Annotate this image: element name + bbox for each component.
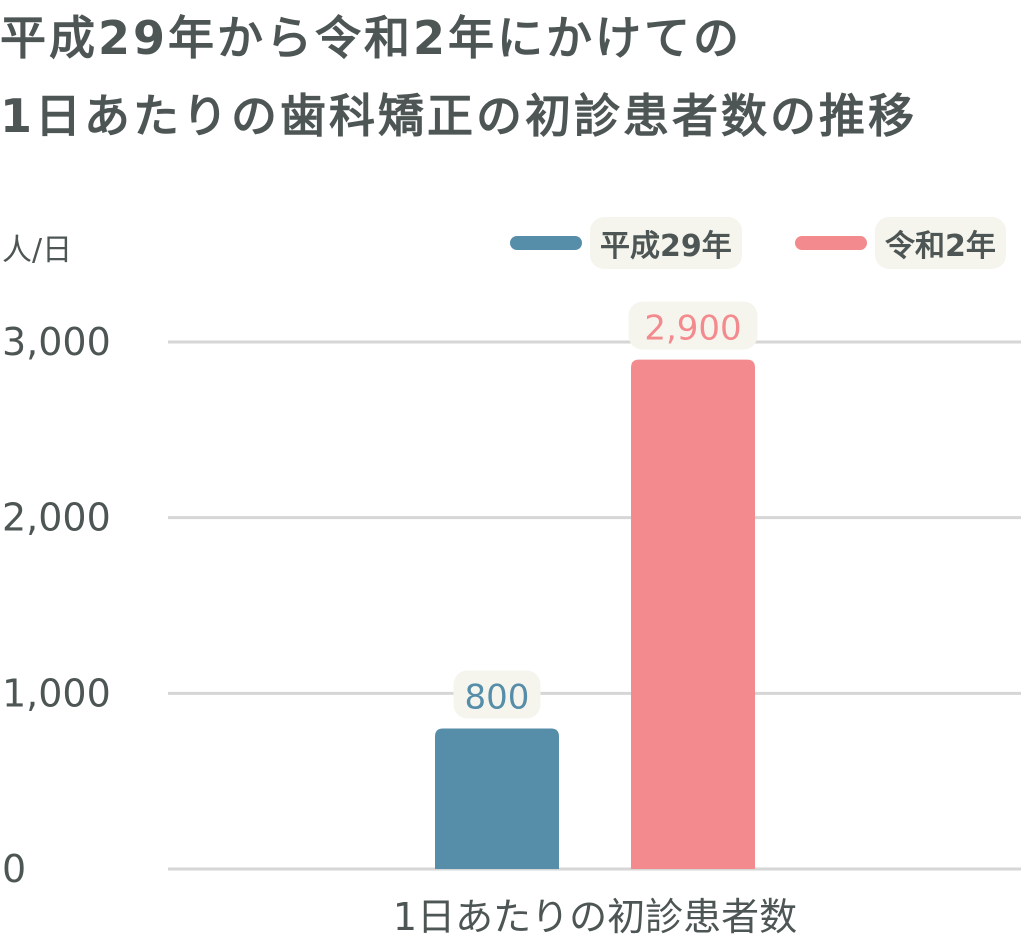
- x-category-label-0: 1日あたりの初診患者数: [393, 895, 797, 939]
- y-axis-unit-label: 人/日: [2, 233, 73, 268]
- bar-value-label-1: 2,900: [644, 309, 741, 349]
- chart-title-line-1: 平成29年から令和2年にかけての: [0, 11, 743, 65]
- legend-swatch-reiwa2: [795, 236, 867, 250]
- bar-0: [435, 728, 559, 869]
- bar-1: [631, 359, 755, 869]
- legend-label-heisei29: 平成29年: [590, 217, 742, 269]
- y-tick-label-3: 3,000: [2, 320, 111, 364]
- legend-label-reiwa2: 令和2年: [875, 217, 1006, 269]
- legend-item-reiwa2: 令和2年: [795, 214, 1006, 272]
- bar-value-label-bg-1: [628, 301, 758, 350]
- y-tick-label-0: 0: [2, 847, 26, 891]
- legend-item-heisei29: 平成29年: [510, 214, 742, 272]
- bar-value-label-bg-0: [453, 670, 541, 719]
- legend-swatch-heisei29: [510, 236, 582, 250]
- y-tick-label-1: 1,000: [2, 671, 111, 715]
- chart-title-line-2: 1日あたりの歯科矯正の初診患者数の推移: [0, 89, 918, 143]
- y-tick-label-2: 2,000: [2, 496, 111, 540]
- bar-value-label-0: 800: [465, 677, 530, 717]
